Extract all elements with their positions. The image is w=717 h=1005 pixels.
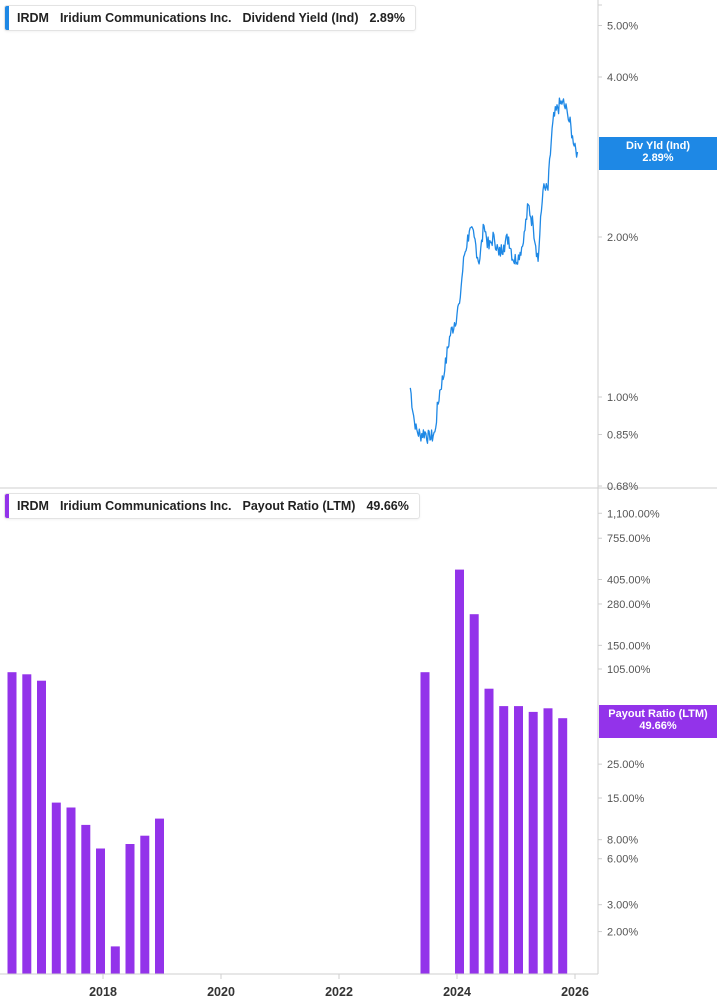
payout-bar (7, 672, 17, 974)
payout-bar (66, 807, 76, 974)
payout-legend-company: Iridium Communications Inc. (59, 499, 232, 513)
payout-bar (420, 672, 430, 974)
payout-legend-ticker: IRDM (17, 499, 49, 513)
payout-legend-value: 49.66% (366, 499, 409, 513)
yield-plot-area (409, 97, 579, 444)
payout-tag-label: Payout Ratio (LTM) (608, 708, 708, 720)
payout-bar (110, 946, 120, 974)
payout-bar (558, 718, 568, 974)
payout-bar (514, 706, 523, 974)
payout-legend-metric: Payout Ratio (LTM) (242, 499, 356, 513)
payout-bar (22, 674, 32, 974)
payout-bar (96, 848, 105, 974)
payout-tick-label: 3.00% (607, 900, 638, 912)
payout-tick-label: 755.00% (607, 533, 651, 545)
yield-tick-label: 0.68% (607, 481, 638, 493)
yield-legend-ticker: IRDM (17, 11, 49, 25)
yield-tick-label: 2.00% (607, 232, 638, 244)
yield-series-line (409, 97, 579, 444)
payout-legend-swatch (5, 494, 9, 518)
payout-tick-label: 2.00% (607, 927, 638, 939)
yield-legend-company: Iridium Communications Inc. (59, 11, 232, 25)
payout-bar (81, 824, 91, 974)
payout-bar (484, 688, 494, 974)
payout-tick-label: 6.00% (607, 854, 638, 866)
yield-legend-metric: Dividend Yield (Ind) (242, 11, 359, 25)
x-tick-label: 2024 (443, 985, 471, 999)
payout-bar (125, 844, 135, 974)
payout-tick-label: 150.00% (607, 640, 651, 652)
yield-legend-swatch (5, 6, 9, 30)
yield-tick-label: 4.00% (607, 72, 638, 84)
payout-bar (455, 569, 464, 974)
x-tick-label: 2020 (207, 985, 235, 999)
payout-tick-label: 1,100.00% (607, 508, 660, 520)
yield-tick-label: 1.00% (607, 392, 638, 404)
payout-tick-label: 105.00% (607, 664, 651, 676)
payout-bar (155, 818, 164, 974)
payout-plot-area (7, 569, 568, 974)
yield-tick-label: 0.85% (607, 430, 638, 442)
yield-last-value-tag: Div Yld (Ind) 2.89% (599, 137, 717, 170)
payout-bar (469, 614, 479, 974)
payout-tick-label: 8.00% (607, 835, 638, 847)
payout-tag-value: 49.66% (639, 720, 677, 732)
payout-legend: IRDM Iridium Communications Inc. Payout … (4, 493, 420, 519)
x-tick-label: 2026 (561, 985, 589, 999)
payout-tick-label: 280.00% (607, 599, 651, 611)
payout-bar (140, 835, 150, 974)
yield-tick-label: 5.00% (607, 20, 638, 32)
yield-legend-value: 2.89% (369, 11, 405, 25)
yield-tag-value: 2.89% (642, 152, 674, 164)
x-tick-label: 2018 (89, 985, 117, 999)
payout-bar (37, 680, 46, 974)
payout-tick-label: 15.00% (607, 793, 645, 805)
payout-last-value-tag: Payout Ratio (LTM) 49.66% (599, 705, 717, 738)
payout-tick-label: 25.00% (607, 759, 645, 771)
x-tick-label: 2022 (325, 985, 353, 999)
payout-bar (543, 708, 553, 974)
yield-legend: IRDM Iridium Communications Inc. Dividen… (4, 5, 416, 31)
payout-bar (51, 802, 61, 974)
yield-tag-label: Div Yld (Ind) (626, 140, 690, 152)
payout-bar (528, 711, 538, 974)
time-axis: 2018 2020 2022 2024 2026 (0, 973, 598, 999)
payout-bar (499, 706, 509, 974)
payout-axis: 1,100.00% 755.00% 405.00% 280.00% 150.00% 105… (597, 488, 660, 974)
payout-tick-label: 405.00% (607, 575, 651, 587)
yield-axis: 0.68% 0.85% 1.00% 2.00% 4.00% 5.00% (0, 0, 717, 493)
